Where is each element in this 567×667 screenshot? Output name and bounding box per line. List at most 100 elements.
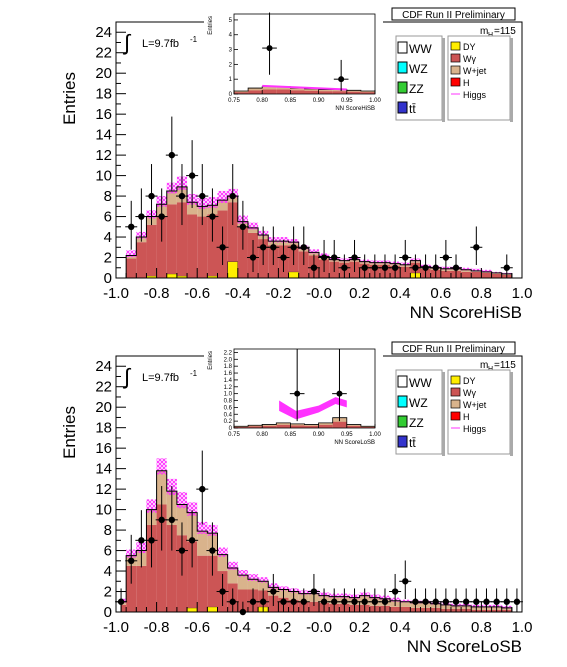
uncertainty-band <box>176 492 188 509</box>
data-marker <box>158 516 165 524</box>
data-marker <box>199 192 206 200</box>
integral-sign: ∫ <box>122 30 132 55</box>
data-marker <box>138 537 145 544</box>
y-tick-label: 12 <box>95 147 112 164</box>
data-marker <box>432 598 439 605</box>
data-marker <box>138 213 145 220</box>
x-tick-label: -1.0 <box>103 285 129 302</box>
bar-wjet <box>176 504 188 536</box>
legend-swatch-h <box>450 411 461 421</box>
uncertainty-band <box>308 249 319 254</box>
bar-dy <box>207 606 218 613</box>
inset-data-point <box>333 59 349 92</box>
bar-wgamma <box>197 555 208 612</box>
data-marker <box>219 588 226 595</box>
header-title: CDF Run II Preliminary <box>402 10 505 21</box>
y-tick-label: 22 <box>95 45 112 62</box>
uncertainty-band <box>227 561 238 570</box>
y-tick-label: 14 <box>95 127 112 144</box>
y-tick-label: 18 <box>95 86 112 103</box>
bar-wjet <box>400 601 411 607</box>
bar-wjet <box>217 554 228 572</box>
data-point <box>338 254 351 278</box>
inset-bar-wgamma <box>318 424 333 428</box>
legend-swatch-zz <box>397 81 408 94</box>
data-point <box>419 254 432 278</box>
data-point <box>480 588 493 612</box>
inset-y-tick-label: 2.0 <box>224 357 233 363</box>
legend-label-ttbar: tt̄ <box>409 436 416 450</box>
data-marker <box>249 598 257 605</box>
data-marker <box>259 598 267 605</box>
data-marker <box>432 264 439 271</box>
inset-bar-wgamma <box>276 424 291 428</box>
data-point <box>338 588 351 612</box>
x-tick-label: 0.2 <box>349 619 370 636</box>
data-marker <box>128 223 135 230</box>
data-marker <box>178 547 186 554</box>
data-marker <box>452 598 460 605</box>
data-marker <box>483 598 490 605</box>
legend-label-zz: ZZ <box>409 82 424 96</box>
inset-bar-wgamma <box>304 425 319 428</box>
data-point <box>368 588 381 612</box>
bar-wgamma <box>156 216 167 278</box>
inset-bar-wgamma <box>360 426 375 428</box>
data-point <box>378 588 391 612</box>
data-marker <box>513 598 521 605</box>
data-marker <box>371 598 379 605</box>
x-tick-label: 1.0 <box>512 285 533 302</box>
data-point <box>500 254 513 278</box>
data-point <box>186 510 199 568</box>
data-marker <box>280 598 287 605</box>
bar-wjet <box>237 575 248 590</box>
bar-wgamma <box>197 216 208 278</box>
mass-label: m <box>480 26 488 37</box>
data-marker <box>422 598 429 605</box>
inset-data-marker <box>338 76 345 83</box>
data-point <box>297 226 310 266</box>
x-tick-label: 0.4 <box>390 285 411 302</box>
inset-bar-wgamma <box>346 91 361 94</box>
y-tick-label: 8 <box>104 522 112 539</box>
data-point <box>206 188 219 242</box>
inset-bar-wgamma <box>234 92 249 94</box>
legend-label-zz: ZZ <box>409 416 424 430</box>
inset-x-tick-label: 0.85 <box>285 98 297 104</box>
uncertainty-band <box>471 268 482 272</box>
data-point <box>470 226 483 266</box>
bar-wjet <box>227 567 238 584</box>
inset-x-tick-label: 0.95 <box>341 432 353 438</box>
uncertainty-band <box>247 222 259 230</box>
legend-swatch-zz <box>397 415 408 428</box>
data-marker <box>473 244 480 251</box>
data-marker <box>402 254 409 261</box>
data-point <box>460 588 473 612</box>
uncertainty-band <box>278 237 289 243</box>
legend-label-higgs: Higgs <box>463 424 487 434</box>
data-marker <box>391 588 399 595</box>
inset-bar-wgamma <box>360 92 375 94</box>
y-tick-label: 12 <box>95 481 112 498</box>
data-point <box>328 588 341 612</box>
x-tick-label: -0.8 <box>144 285 170 302</box>
y-tick-label: 2 <box>104 584 112 601</box>
data-point <box>318 588 331 612</box>
inset-data-point <box>332 349 347 422</box>
data-point <box>297 588 310 612</box>
bar-wjet <box>308 252 319 256</box>
legend-label-h: H <box>463 78 470 88</box>
data-point <box>165 486 178 551</box>
data-point <box>125 534 138 584</box>
uncertainty-band <box>146 499 157 513</box>
legend-left-shadow <box>442 372 445 456</box>
data-marker <box>310 588 318 595</box>
y-tick-label: 22 <box>95 379 112 396</box>
legend-swatch-ww <box>397 41 408 54</box>
legend-label-dy: DY <box>463 376 476 386</box>
data-point <box>490 588 503 612</box>
inset-y-tick-label: 0.4 <box>224 412 233 418</box>
legend-swatch-wz <box>397 395 408 408</box>
inset-data-marker <box>294 390 301 397</box>
bar-wgamma <box>308 601 319 612</box>
